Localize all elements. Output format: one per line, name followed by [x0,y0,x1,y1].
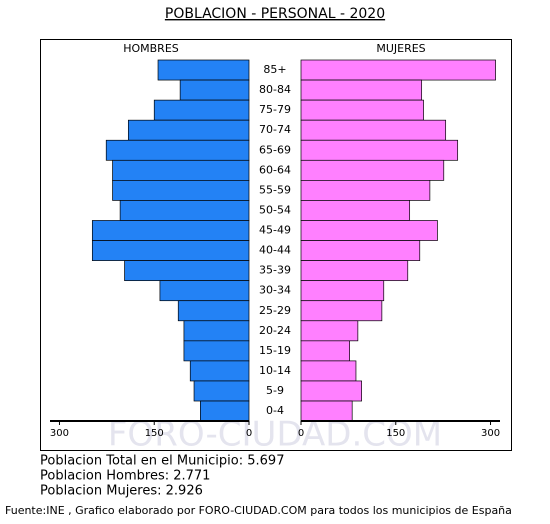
bar [300,119,447,141]
category-label: 70-74 [259,123,291,136]
category-label: 75-79 [259,103,291,116]
summary-line: Poblacion Hombres: 2.771 [40,469,210,484]
category-label: 80-84 [259,83,291,96]
summary-line: Poblacion Mujeres: 2.926 [40,484,203,499]
bar [112,159,250,181]
summary-line: Poblacion Total en el Municipio: 5.697 [40,454,284,469]
bar [179,79,250,101]
bar [300,240,421,261]
category-label: 25-29 [259,304,291,317]
source: Fuente:INE , Grafico elaborado por FORO-… [5,504,512,517]
bar [300,280,385,302]
bar [300,380,362,402]
x-tick-label: 300 [50,428,69,439]
bar [300,59,496,81]
bar [300,300,383,322]
bar [91,220,250,241]
bar [105,139,250,161]
bar [91,240,250,261]
category-label: 30-34 [259,284,291,297]
legend-label: HOMBRES [123,42,179,55]
bar [300,200,411,221]
bar [300,99,424,121]
x-tick-label: 150 [145,428,164,439]
bar [183,340,250,362]
bar [200,400,250,422]
bar [157,59,250,81]
category-label: 60-64 [259,163,291,176]
category-label: 45-49 [259,224,291,237]
category-label: 55-59 [259,183,291,196]
bar [119,200,250,221]
bar [300,260,409,282]
x-tick-label: 300 [481,428,500,439]
category-label: 20-24 [259,324,291,337]
bar [189,360,250,382]
bar [300,360,357,382]
category-label: 40-44 [259,244,291,257]
bar [177,300,250,322]
bar [300,139,459,161]
bar [300,220,438,241]
category-label: 50-54 [259,203,291,216]
category-label: 0-4 [266,404,284,417]
bar [193,380,250,402]
bar [300,340,350,362]
legend-label: MUJERES [376,42,425,55]
bar [300,400,353,422]
category-label: 5-9 [266,384,284,397]
bar [300,180,431,201]
x-tick-label: 150 [386,428,405,439]
x-tick-label: 0 [246,428,252,439]
x-tick-label: 0 [298,428,304,439]
bar [159,280,250,302]
bar [124,260,250,282]
bar [127,119,250,141]
bar [112,180,250,201]
category-label: 15-19 [259,344,291,357]
bar [183,320,250,342]
category-label: 35-39 [259,264,291,277]
category-label: 85+ [263,63,286,76]
bar [300,159,445,181]
category-label: 10-14 [259,364,291,377]
chart-title: POBLACION - PERSONAL - 2020 [165,6,385,22]
category-label: 65-69 [259,143,291,156]
bar [300,320,359,342]
bar [300,79,423,101]
bar [153,99,250,121]
